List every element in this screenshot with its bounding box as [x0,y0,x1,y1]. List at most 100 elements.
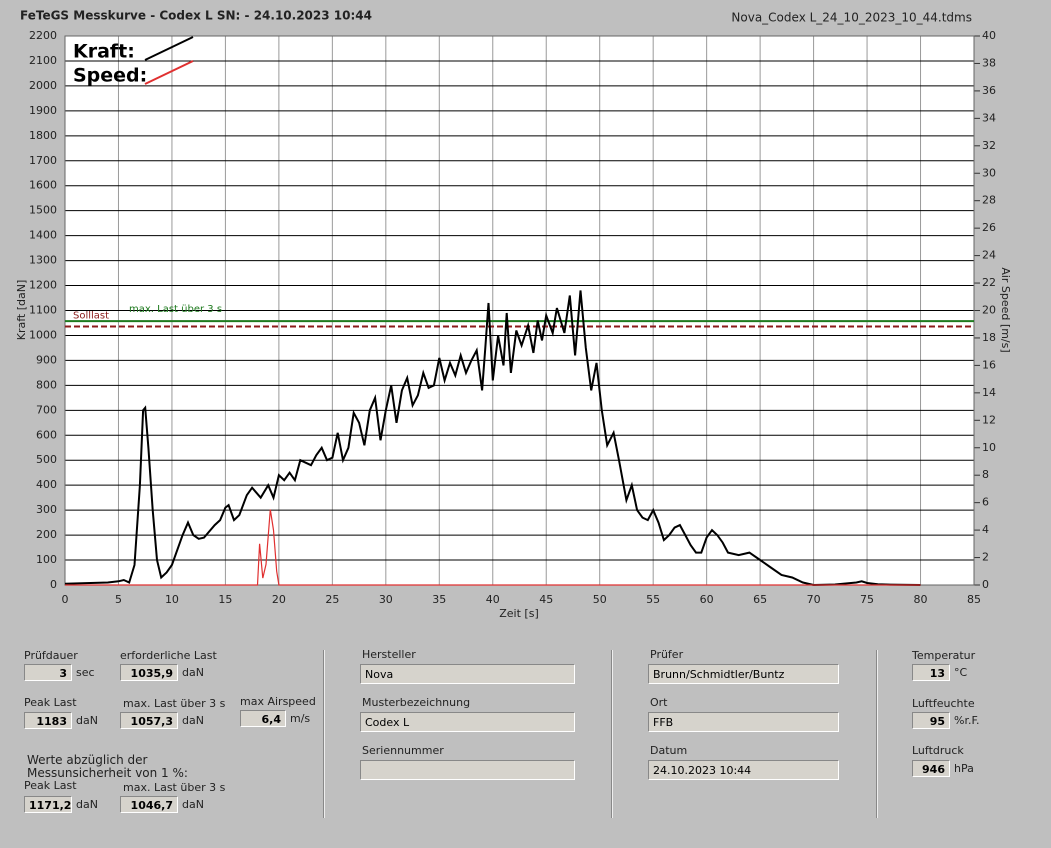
x-tick-label: 20 [272,593,286,606]
field-value: 1171,2 [24,796,72,813]
x-tick-label: 0 [62,593,69,606]
x-tick-label: 80 [914,593,928,606]
y-tick-label: 600 [36,428,57,441]
chart: FeTeGS Messkurve - Codex L SN: - 24.10.2… [15,9,1012,621]
field-value: 1046,7 [120,796,178,813]
x-axis-label: Zeit [s] [499,607,538,620]
y2-tick-label: 22 [982,276,996,289]
y-tick-label: 700 [36,403,57,416]
field-unit: daN [182,798,204,811]
y2-tick-label: 18 [982,331,996,344]
y-tick-label: 300 [36,503,57,516]
x-tick-label: 50 [593,593,607,606]
y-tick-label: 1300 [29,254,57,267]
y2-tick-label: 38 [982,56,996,69]
field-unit: daN [76,714,98,727]
separator [611,650,613,818]
x-tick-label: 70 [807,593,821,606]
field-label: Prüfer [650,648,684,661]
y2-tick-label: 8 [982,468,989,481]
y-tick-label: 800 [36,378,57,391]
field-unit: daN [182,666,204,679]
field-unit: daN [182,714,204,727]
y2-tick-label: 0 [982,578,989,591]
y-tick-label: 1000 [29,328,57,341]
reference-label: Solllast [73,310,109,321]
field-value: 1183 [24,712,72,729]
x-tick-label: 55 [646,593,660,606]
y-tick-label: 500 [36,453,57,466]
y2-tick-label: 6 [982,496,989,509]
x-tick-label: 5 [115,593,122,606]
y-tick-label: 1500 [29,204,57,217]
y2-tick-label: 34 [982,111,996,124]
y2-tick-label: 26 [982,221,996,234]
field-label: Hersteller [362,648,416,661]
field-label: Ort [650,696,668,709]
file-name: Nova_Codex L_24_10_2023_10_44.tdms [731,11,972,25]
field-label: Peak Last [24,779,77,792]
field-label: max. Last über 3 s [123,781,226,794]
y-tick-label: 0 [50,578,57,591]
field-label: Temperatur [912,649,976,662]
field-value: 6,4 [240,710,286,727]
y-axis-label: Kraft [daN] [15,280,28,341]
y2-tick-label: 12 [982,413,996,426]
y-tick-label: 1600 [29,179,57,192]
field-value: 3 [24,664,72,681]
field-label: Seriennummer [362,744,444,757]
field-unit: hPa [954,762,974,775]
field-label: Peak Last [24,696,77,709]
y-tick-label: 1200 [29,279,57,292]
y2-axis-label: Air Speed [m/s] [999,267,1012,352]
y2-tick-label: 28 [982,194,996,207]
field-unit: sec [76,666,95,679]
y-tick-label: 100 [36,553,57,566]
field-value: FFB [648,712,839,732]
y-tick-label: 2200 [29,29,57,42]
x-tick-label: 85 [967,593,981,606]
field-label: erforderliche Last [120,649,217,662]
data-line [65,509,921,586]
x-tick-label: 25 [325,593,339,606]
field-label: max Airspeed [240,695,316,708]
y-tick-label: 2100 [29,54,57,67]
field-label: Luftdruck [912,744,964,757]
y2-tick-label: 20 [982,304,996,317]
y-tick-label: 400 [36,478,57,491]
note-text: Werte abzüglich der [27,753,148,767]
x-tick-label: 35 [432,593,446,606]
chart-title: FeTeGS Messkurve - Codex L SN: - 24.10.2… [20,9,372,23]
y-tick-label: 900 [36,353,57,366]
x-tick-label: 45 [539,593,553,606]
field-value: 95 [912,712,950,729]
note-text: Messunsicherheit von 1 %: [27,766,188,780]
field-value: Codex L [360,712,575,732]
legend-label: Speed: [73,65,147,87]
field-label: Datum [650,744,688,757]
x-tick-label: 60 [700,593,714,606]
y2-tick-label: 14 [982,386,996,399]
y2-tick-label: 24 [982,249,996,262]
x-tick-label: 30 [379,593,393,606]
field-label: Prüfdauer [24,649,78,662]
data-line [64,290,921,587]
y-tick-label: 200 [36,528,57,541]
field-value: 24.10.2023 10:44 [648,760,839,780]
y2-tick-label: 40 [982,29,996,42]
field-value: Brunn/Schmidtler/Buntz [648,664,839,684]
field-unit: %r.F. [954,714,980,727]
field-value: 946 [912,760,950,777]
field-unit: m/s [290,712,311,725]
y2-tick-label: 16 [982,358,996,371]
y-tick-label: 1900 [29,104,57,117]
x-tick-label: 40 [486,593,500,606]
field-value: 1035,9 [120,664,178,681]
field-unit: °C [954,666,968,679]
y2-tick-label: 4 [982,523,989,536]
reference-label: max. Last über 3 s [129,304,222,315]
y-tick-label: 1100 [29,304,57,317]
field-label: max. Last über 3 s [123,697,226,710]
field-value [360,760,575,780]
